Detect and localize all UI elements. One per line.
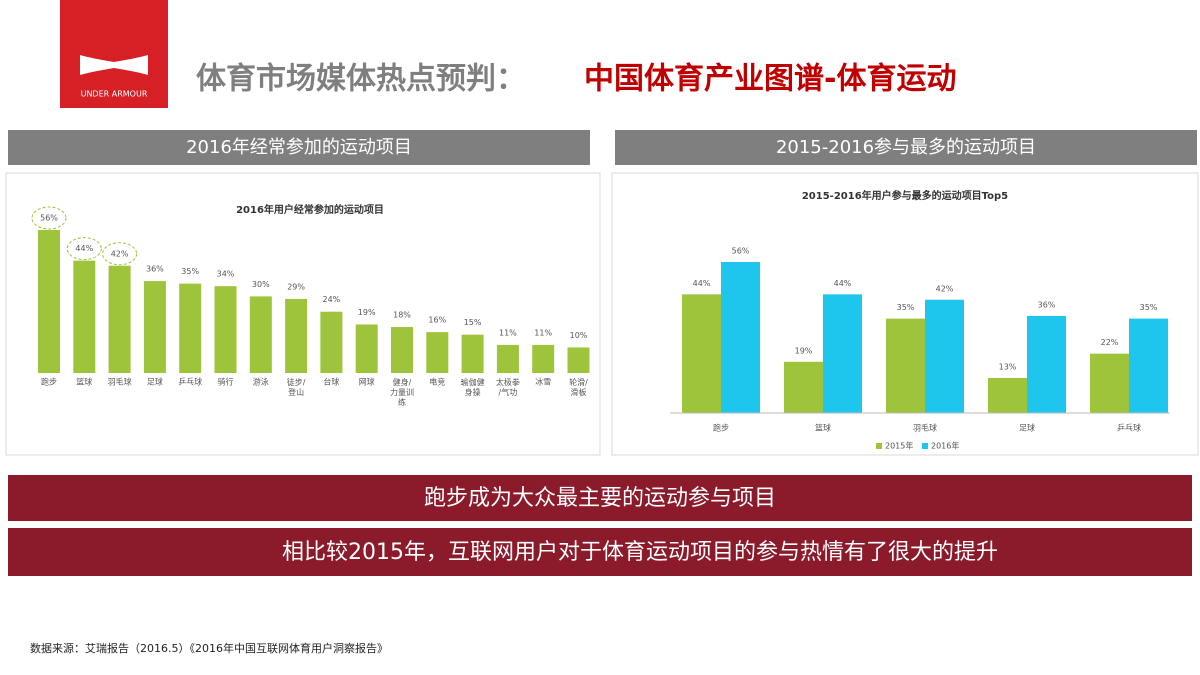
bar	[567, 347, 590, 373]
section-title: 2015-2016参与最多的运动项目	[776, 137, 1036, 158]
value-label: 56%	[40, 214, 58, 223]
bar	[214, 286, 237, 373]
x-tick-label: 乒乓球	[178, 377, 202, 387]
x-tick-label: 太极拳/气功	[496, 377, 520, 397]
value-label: 18%	[393, 311, 411, 320]
bar	[823, 294, 862, 413]
bar	[320, 311, 343, 373]
section-bar	[615, 130, 1197, 165]
value-label: 34%	[217, 270, 235, 279]
value-label: 24%	[323, 295, 341, 304]
x-tick-label: 轮滑/滑板	[569, 377, 588, 397]
bar	[1129, 318, 1168, 413]
title-gray: 体育市场媒体热点预判：	[196, 62, 526, 97]
value-label: 36%	[1038, 300, 1056, 309]
x-tick-label: 游泳	[253, 377, 269, 387]
section-title: 2016年经常参加的运动项目	[186, 137, 412, 158]
x-tick-label: 羽毛球	[913, 423, 937, 433]
value-label: 16%	[428, 316, 446, 325]
bar	[1090, 353, 1129, 413]
value-label: 13%	[999, 362, 1017, 371]
bar	[355, 324, 378, 373]
bar	[886, 318, 925, 413]
value-label: 42%	[936, 284, 954, 293]
source: 数据来源：艾瑞报告（2016.5）《2016年中国互联网体育用户洞察报告》	[30, 641, 388, 655]
x-tick-label: 网球	[359, 377, 375, 387]
value-label: 30%	[252, 280, 270, 289]
x-tick-label: 跑步	[41, 378, 57, 387]
title-red: 中国体育产业图谱-体育运动	[584, 62, 956, 97]
banner-text: 跑步成为大众最主要的运动参与项目	[424, 486, 776, 511]
value-label: 44%	[75, 244, 93, 253]
x-tick-label: 瑜伽健身操	[461, 377, 485, 397]
x-tick-label: 篮球	[815, 423, 831, 433]
value-label: 22%	[1101, 338, 1119, 347]
value-label: 35%	[181, 267, 199, 276]
legend-label: 2015年	[885, 441, 913, 451]
bar	[1027, 315, 1066, 413]
x-tick-label: 足球	[1019, 423, 1035, 433]
bar	[784, 361, 823, 413]
bar	[988, 377, 1027, 413]
x-tick-label: 跑步	[713, 424, 729, 433]
bar	[73, 260, 96, 373]
value-label: 36%	[146, 265, 164, 274]
x-tick-label: 电竞	[429, 377, 445, 387]
logo-mark	[80, 55, 148, 75]
x-tick-label: 骑行	[218, 377, 234, 387]
value-label: 11%	[534, 328, 552, 337]
bar	[249, 296, 272, 373]
banner	[8, 528, 1192, 576]
value-label: 35%	[897, 303, 915, 312]
highlight	[102, 242, 138, 266]
chart-title: 2015-2016年用户参与最多的运动项目Top5	[802, 189, 1008, 202]
bar	[721, 262, 760, 413]
value-label: 19%	[358, 308, 376, 317]
value-label: 35%	[1140, 303, 1158, 312]
highlight	[31, 206, 67, 230]
x-tick-label: 乒乓球	[1117, 423, 1141, 433]
chart-title: 2016年用户经常参加的运动项目	[236, 203, 384, 216]
value-label: 44%	[834, 279, 852, 288]
value-label: 11%	[499, 328, 517, 337]
bar	[532, 344, 555, 373]
value-label: 15%	[464, 318, 482, 327]
x-tick-label: 台球	[323, 377, 339, 387]
banner-text: 相比较2015年，互联网用户对于体育运动项目的参与热情有了很大的提升	[282, 540, 998, 565]
x-tick-label: 足球	[147, 377, 163, 387]
bar	[179, 283, 202, 373]
value-label: 10%	[570, 331, 588, 340]
value-label: 19%	[795, 346, 813, 355]
x-tick-label: 冰雪	[535, 377, 551, 387]
highlight	[66, 237, 102, 261]
logo-text: UNDER ARMOUR	[81, 90, 148, 99]
bar	[38, 230, 60, 373]
legend-swatch	[876, 443, 882, 449]
bar	[496, 344, 519, 373]
logo	[60, 0, 168, 108]
section-bar	[8, 130, 590, 165]
legend-swatch	[922, 443, 928, 449]
x-tick-label: 健身/力量训练	[390, 377, 414, 407]
bar	[925, 299, 964, 413]
banner	[8, 475, 1192, 521]
value-label: 44%	[693, 279, 711, 288]
bar	[426, 332, 449, 373]
bar	[461, 334, 484, 373]
value-label: 56%	[732, 247, 750, 256]
legend-label: 2016年	[931, 441, 959, 451]
bar	[391, 327, 413, 373]
value-label: 29%	[287, 282, 305, 291]
bar	[285, 298, 308, 373]
bar	[108, 265, 131, 373]
bar	[682, 294, 721, 413]
x-tick-label: 徒步/登山	[287, 377, 306, 397]
x-tick-label: 羽毛球	[108, 377, 132, 387]
x-tick-label: 篮球	[76, 377, 92, 387]
value-label: 42%	[111, 249, 129, 258]
bar	[143, 281, 166, 373]
